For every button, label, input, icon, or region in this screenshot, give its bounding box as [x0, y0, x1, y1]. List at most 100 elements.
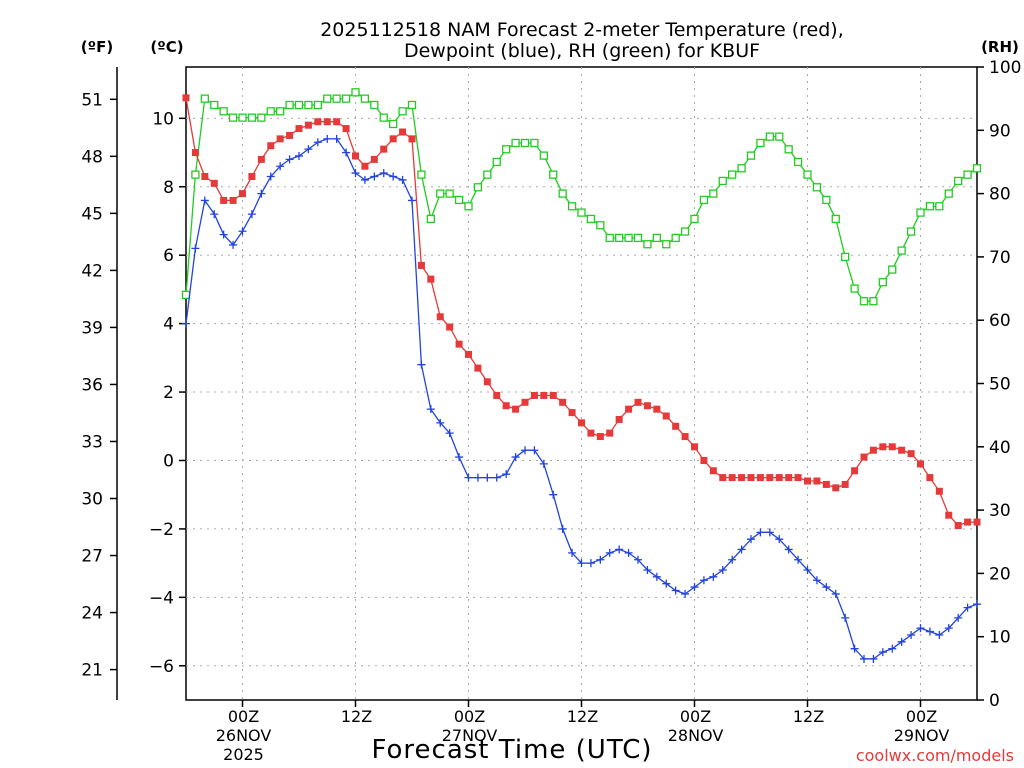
temperature-point: [333, 118, 341, 126]
temperature-point: [521, 398, 529, 406]
dewpoint-point: [718, 565, 727, 574]
dewpoint-point: [455, 453, 464, 462]
dewpoint-point: [935, 630, 944, 639]
dewpoint-point: [276, 162, 285, 171]
rh-point: [812, 183, 822, 192]
dewpoint-point: [709, 572, 718, 581]
temperature-point: [813, 477, 821, 485]
dewpoint-point: [502, 470, 511, 479]
series-layer: [181, 88, 982, 663]
dewpoint-point: [897, 637, 906, 646]
celsius-tick-label: −6: [149, 657, 174, 677]
temperature-point: [869, 446, 877, 454]
dewpoint-point: [408, 196, 416, 205]
rh-point: [624, 233, 633, 243]
rh-tick-label: 20: [989, 564, 1011, 584]
temperature-point: [248, 172, 256, 180]
temperature-point: [239, 190, 246, 198]
temperature-point: [304, 121, 312, 129]
rh-point: [869, 297, 878, 306]
temperature-point: [408, 135, 416, 143]
temperature-point: [785, 474, 793, 482]
rh-point: [944, 189, 953, 198]
rh-tick-label: 30: [989, 501, 1011, 521]
temperature-point: [747, 474, 755, 482]
rh-point: [360, 94, 370, 103]
celsius-tick-label: 2: [163, 383, 174, 403]
rh-point: [483, 170, 492, 179]
rh-point: [539, 151, 548, 160]
temperature-point: [935, 487, 943, 495]
rh-point: [407, 100, 417, 110]
rh-point: [859, 297, 869, 306]
temperature-point: [540, 391, 548, 399]
dewpoint-point: [285, 155, 294, 164]
dewpoint-point: [586, 559, 595, 568]
fahrenheit-tick-label: 30: [81, 490, 103, 510]
rh-point: [257, 113, 266, 122]
dewpoint-point: [549, 490, 558, 499]
dewpoint-point: [652, 572, 661, 581]
rh-point: [549, 170, 558, 179]
rh-point: [652, 233, 661, 243]
dewpoint-point: [812, 576, 821, 585]
rh-point: [341, 94, 351, 103]
temperature-point: [229, 196, 237, 204]
dewpoint-point: [671, 586, 680, 595]
rh-point: [351, 88, 360, 97]
temperature-point: [907, 450, 915, 458]
time-tick-label: 00Z: [228, 707, 259, 726]
fahrenheit-tick-label: 48: [81, 147, 103, 167]
dewpoint-point: [803, 565, 812, 574]
dewpoint-point: [379, 169, 388, 178]
rh-point: [662, 240, 671, 249]
time-tick-label: 28NOV: [668, 726, 724, 745]
temperature-point: [615, 415, 623, 423]
temperature-point: [822, 480, 830, 488]
rh-point: [718, 176, 727, 186]
dewpoint-point: [370, 172, 379, 181]
rh-point: [680, 227, 690, 236]
rh-point: [492, 157, 501, 167]
rh-point: [596, 221, 605, 230]
dewpoint-point: [765, 528, 774, 537]
rh-point: [417, 170, 426, 179]
rh-point: [916, 208, 925, 217]
rh-point: [897, 246, 906, 255]
temperature-point: [709, 467, 717, 475]
temperature-point: [672, 422, 680, 430]
temperature-point: [314, 118, 322, 126]
fahrenheit-tick-label: 51: [81, 90, 103, 110]
time-tick-label: 00Z: [680, 707, 711, 726]
celsius-tick-label: −2: [149, 520, 174, 540]
rh-point: [850, 284, 859, 293]
dewpoint-point: [247, 210, 256, 219]
rh-point: [294, 100, 304, 110]
dewpoint-point: [841, 613, 850, 622]
dewpoint-point: [831, 589, 840, 598]
rh-point: [831, 214, 840, 224]
rh-tick-label: 70: [989, 248, 1011, 268]
temperature-point: [662, 412, 670, 420]
temperature-point: [653, 405, 661, 413]
series-dewpoint: [182, 134, 981, 663]
time-tick-label: 26NOV: [216, 726, 272, 745]
fahrenheit-axis-unit: (ºF): [81, 38, 113, 56]
dewpoint-point: [483, 473, 492, 482]
rh-point: [784, 145, 793, 154]
temperature-point: [210, 179, 218, 187]
celsius-tick-label: 8: [163, 178, 174, 198]
rh-point: [972, 164, 982, 173]
dewpoint-point: [323, 134, 332, 143]
rh-point: [181, 290, 191, 300]
rh-point: [558, 189, 567, 198]
rh-point: [671, 233, 680, 243]
temperature-point: [465, 350, 472, 358]
temperature-point: [427, 275, 435, 283]
temperature-point: [643, 402, 651, 410]
temperature-point: [549, 391, 557, 399]
celsius-tick-label: 6: [163, 246, 174, 266]
temperature-point: [220, 196, 228, 204]
